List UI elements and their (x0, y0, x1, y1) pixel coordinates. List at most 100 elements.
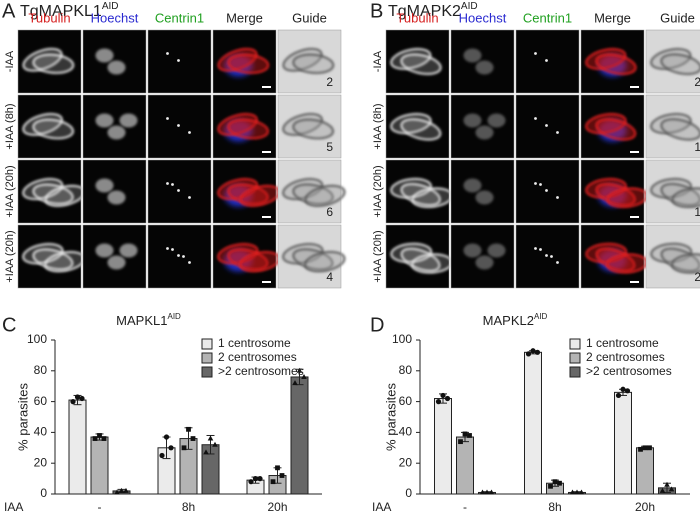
data-point (574, 489, 580, 495)
data-point (479, 489, 486, 495)
centrosome (188, 196, 191, 199)
micrograph-bg (516, 160, 579, 223)
y-tick-label: 20 (34, 455, 48, 469)
micrograph (580, 224, 648, 289)
y-tick-label: 20 (399, 455, 413, 469)
bar (290, 376, 309, 495)
micrograph (17, 159, 86, 224)
micrograph (580, 159, 649, 224)
data-point (203, 449, 209, 455)
legend-label: 1 centrosome (586, 336, 659, 350)
chart-title-main: MAPKL1 (116, 313, 167, 328)
data-point (642, 445, 648, 451)
data-point (118, 487, 125, 493)
bar (636, 447, 654, 495)
x-tick-label: - (98, 500, 102, 514)
data-point (467, 433, 472, 438)
data-point (435, 399, 442, 405)
column-header: Hoechst (459, 10, 507, 25)
micrograph: 5 (277, 94, 342, 159)
centrosome (534, 52, 537, 55)
micrograph (147, 94, 212, 159)
centrosome (539, 183, 542, 186)
micrograph-bg (516, 95, 579, 158)
row-label: +IAA (20h) (4, 165, 16, 217)
micrograph-border (277, 224, 342, 289)
bar (614, 391, 632, 495)
data-point (207, 435, 214, 441)
nucleus (107, 60, 126, 75)
chart-title: MAPKL1AID (116, 312, 181, 328)
centrosome (545, 124, 548, 127)
panel-title-main: TgMAPK2 (388, 3, 461, 20)
nucleus (463, 178, 482, 193)
micrograph-bg (148, 160, 211, 223)
data-point (168, 445, 174, 451)
nucleus (95, 178, 114, 193)
nucleus (475, 190, 494, 205)
centrosome (539, 248, 542, 251)
legend-label: 2 centrosomes (218, 350, 297, 364)
micrograph-border (277, 29, 342, 94)
data-point (624, 388, 631, 394)
legend-label: >2 centrosomes (586, 364, 672, 378)
data-point (462, 431, 468, 437)
y-tick-label: 0 (405, 486, 412, 500)
panel-title-sup: AID (102, 1, 119, 12)
micrograph (580, 29, 645, 94)
data-point (296, 367, 303, 373)
micrograph-bg (148, 225, 211, 288)
micrograph-border (212, 159, 277, 224)
micrograph-border (147, 159, 212, 224)
micrograph (450, 94, 515, 159)
centrosome (188, 261, 191, 264)
guide-count: 5 (326, 140, 333, 154)
data-point (70, 399, 76, 405)
micrograph-border (147, 29, 212, 94)
micrograph (17, 224, 86, 289)
data-point (444, 395, 451, 402)
chart-title-sup: AID (167, 312, 181, 321)
data-point (252, 476, 259, 482)
centrosome (545, 189, 548, 192)
data-point (552, 479, 558, 485)
micrograph (82, 224, 147, 289)
centrosome (177, 254, 180, 257)
micrograph-border (17, 94, 82, 159)
centrosome (550, 255, 553, 258)
micrograph: 2 (277, 29, 342, 94)
micrograph: 1 (645, 159, 700, 224)
data-point (190, 436, 196, 441)
data-point (279, 473, 285, 478)
micrograph-border (17, 224, 82, 289)
nucleus (107, 255, 126, 270)
y-axis-label: % parasites (15, 383, 30, 451)
centrosome (177, 59, 180, 62)
data-point (292, 380, 298, 386)
data-point (74, 394, 81, 400)
parasite (304, 251, 346, 273)
micrograph (212, 94, 277, 159)
micrograph-border (212, 29, 277, 94)
micrograph-border (82, 224, 147, 289)
parasite (304, 184, 346, 207)
centrosome (556, 261, 559, 264)
centrosome (177, 124, 180, 127)
micrograph (147, 224, 212, 289)
y-tick-label: 60 (34, 394, 48, 408)
micrograph (450, 224, 515, 289)
data-point (548, 483, 553, 489)
micrograph: 6 (277, 159, 346, 224)
panel-title: TgMAPKL1AID (20, 1, 118, 21)
guide-count: 2 (326, 75, 333, 89)
x-axis-label: IAA (4, 500, 23, 514)
legend-swatch (569, 366, 581, 378)
micrograph (385, 224, 453, 289)
legend-swatch (201, 352, 213, 364)
micrograph-border (580, 159, 645, 224)
legend-label: >2 centrosomes (218, 364, 304, 378)
parasite (595, 53, 637, 76)
data-point (257, 476, 263, 482)
x-tick-label: - (463, 500, 467, 514)
